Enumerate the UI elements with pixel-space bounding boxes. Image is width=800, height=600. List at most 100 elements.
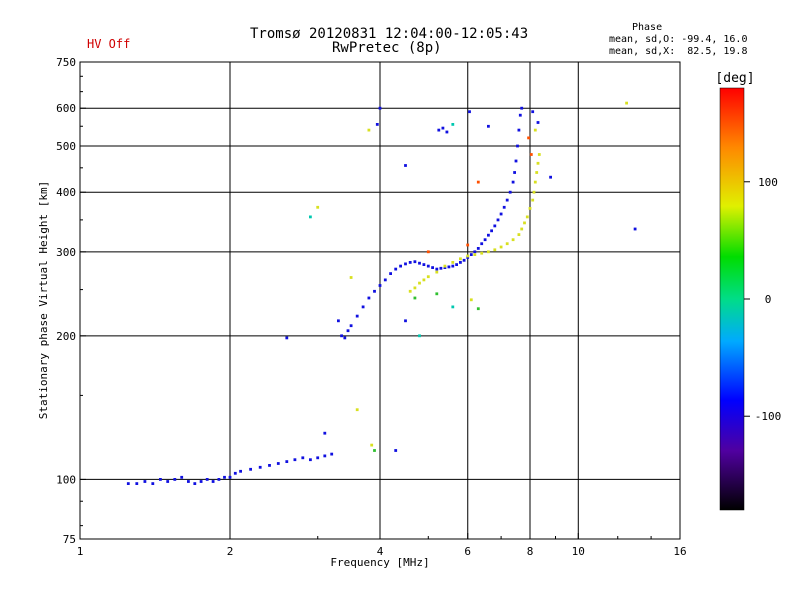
data-point xyxy=(389,272,392,275)
x-tick-label: 8 xyxy=(527,545,534,558)
data-point xyxy=(496,218,500,222)
data-point xyxy=(459,261,462,264)
data-point xyxy=(378,284,382,287)
data-point xyxy=(370,443,374,447)
data-point xyxy=(447,265,451,269)
data-point xyxy=(323,431,327,435)
colorbar-tick-label: 0 xyxy=(765,293,772,306)
data-point xyxy=(394,449,398,452)
data-point xyxy=(441,126,445,130)
data-point xyxy=(346,329,350,333)
data-point xyxy=(633,227,637,231)
data-point xyxy=(499,212,503,216)
data-point xyxy=(473,253,477,256)
data-point xyxy=(505,242,509,246)
data-point xyxy=(532,190,536,194)
data-point xyxy=(239,469,242,473)
data-point xyxy=(625,101,628,105)
data-point xyxy=(431,266,434,269)
data-point xyxy=(159,478,162,481)
data-point xyxy=(173,478,177,481)
data-point xyxy=(426,275,430,279)
data-point xyxy=(520,106,524,110)
data-point xyxy=(502,205,506,209)
data-point xyxy=(316,456,320,460)
y-tick-label: 200 xyxy=(56,330,76,343)
colorbar-tick-label: -100 xyxy=(755,410,782,423)
data-point xyxy=(508,190,512,194)
data-point xyxy=(499,245,503,249)
data-point xyxy=(480,242,484,246)
data-point xyxy=(437,128,441,132)
data-point xyxy=(514,159,518,163)
data-point xyxy=(439,266,443,270)
data-point xyxy=(211,480,215,483)
chart-title: Tromsø 20120831 12:04:00-12:05:43 xyxy=(250,26,529,42)
y-axis-label: Stationary phase Virtual Height [km] xyxy=(37,181,50,419)
data-point xyxy=(418,261,421,265)
data-point xyxy=(413,296,417,300)
data-point xyxy=(462,258,466,262)
data-point xyxy=(517,233,521,236)
data-point xyxy=(533,180,537,184)
colorbar-ticks: 100 0 -100 xyxy=(744,176,781,423)
data-point xyxy=(316,205,320,209)
data-point xyxy=(536,121,540,124)
data-point xyxy=(166,480,170,483)
data-point xyxy=(473,250,477,254)
data-point xyxy=(285,460,289,463)
data-point xyxy=(293,458,297,462)
data-point xyxy=(435,292,439,296)
data-point xyxy=(511,238,515,242)
data-point xyxy=(451,305,455,309)
y-tick-label: 75 xyxy=(63,533,76,546)
data-point xyxy=(193,482,197,485)
data-point xyxy=(343,336,347,340)
data-point xyxy=(487,124,490,128)
x-tick-label: 1 xyxy=(77,545,84,558)
data-point xyxy=(525,215,529,219)
data-point xyxy=(520,227,524,231)
data-point xyxy=(233,471,237,475)
data-point xyxy=(349,324,353,328)
data-point xyxy=(455,263,458,266)
data-point xyxy=(418,281,421,285)
data-point xyxy=(531,110,535,114)
data-point xyxy=(378,106,382,110)
data-point xyxy=(487,250,490,254)
data-point xyxy=(375,123,379,126)
data-point xyxy=(309,215,312,219)
data-point xyxy=(518,113,522,117)
data-point xyxy=(480,251,484,255)
data-point xyxy=(135,482,139,485)
data-point xyxy=(476,180,480,184)
data-point xyxy=(476,247,480,250)
x-tick-label: 16 xyxy=(673,545,686,558)
data-point xyxy=(517,128,521,132)
data-point xyxy=(528,207,532,210)
data-point xyxy=(535,171,539,174)
data-point xyxy=(531,198,535,202)
x-tick-label: 6 xyxy=(464,545,471,558)
data-point xyxy=(483,238,487,242)
x-tick-label: 4 xyxy=(377,545,384,558)
data-point xyxy=(493,224,497,228)
data-point xyxy=(404,262,407,266)
chart-subtitle: RwPretec (8p) xyxy=(332,40,442,56)
data-point xyxy=(451,261,455,264)
data-point xyxy=(487,233,490,237)
data-point xyxy=(355,314,359,318)
data-point xyxy=(199,480,203,483)
data-point xyxy=(373,449,376,452)
data-point xyxy=(349,276,353,279)
data-point xyxy=(228,475,232,479)
data-point xyxy=(426,264,430,268)
phase-stats-title: Phase xyxy=(632,22,663,33)
data-point xyxy=(529,153,533,156)
data-point xyxy=(373,289,376,293)
data-point xyxy=(451,264,455,268)
data-point xyxy=(383,278,387,282)
colorbar-unit: [deg] xyxy=(715,71,754,86)
data-point xyxy=(187,480,190,483)
y-axis-ticks: 75 100 200 300 400 500 600 750 xyxy=(56,56,86,546)
